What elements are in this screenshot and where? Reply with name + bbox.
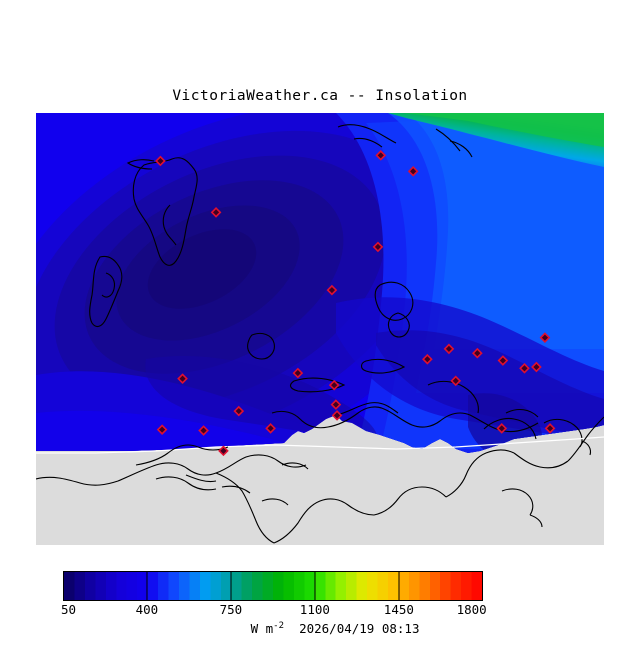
station-marker[interactable] (210, 207, 222, 218)
units-exponent: -2 (273, 621, 285, 631)
colorbar-tick-labels: 50 400 750 1100 1450 1800 (23, 602, 523, 618)
station-marker[interactable] (422, 353, 433, 365)
coastlines-in-domain (89, 124, 592, 456)
coastlines-outside-domain (36, 436, 604, 454)
insolation-field (36, 113, 604, 545)
colorbar-gradient (63, 571, 483, 601)
units-text: W m (250, 621, 274, 637)
coastlines-southern-land (36, 416, 604, 544)
colorbar-tick-label: 1450 (383, 602, 414, 617)
station-marker[interactable] (155, 155, 166, 167)
station-marker[interactable] (531, 361, 542, 373)
station-marker[interactable] (372, 241, 384, 253)
station-marker[interactable] (497, 355, 509, 366)
colorbar-tick-label: 400 (135, 602, 159, 617)
station-marker[interactable] (292, 367, 304, 379)
station-marker[interactable] (218, 445, 229, 457)
station-marker[interactable] (198, 425, 209, 436)
station-marker[interactable] (443, 343, 455, 355)
map-panel[interactable] (36, 113, 604, 545)
station-markers[interactable] (155, 150, 556, 457)
colorbar-tick-label: 750 (219, 602, 243, 617)
colorbar-tick-label: 50 (61, 602, 77, 617)
station-marker[interactable] (177, 373, 188, 385)
station-marker[interactable] (326, 284, 338, 296)
page-title: VictoriaWeather.ca -- Insolation (172, 88, 468, 104)
colorbar-tick-label: 1800 (456, 602, 487, 617)
station-marker[interactable] (539, 332, 551, 343)
station-marker[interactable] (496, 423, 508, 434)
station-marker[interactable] (544, 423, 556, 434)
station-marker[interactable] (330, 399, 342, 410)
valid-timestamp: 2026/04/19 08:13 (299, 621, 420, 637)
station-marker[interactable] (450, 375, 462, 387)
colorbar-ticks (146, 571, 400, 601)
station-marker[interactable] (472, 347, 483, 359)
station-marker[interactable] (375, 150, 387, 161)
station-marker[interactable] (265, 423, 276, 434)
station-marker[interactable] (331, 410, 343, 421)
station-marker[interactable] (156, 424, 168, 435)
station-marker[interactable] (328, 379, 340, 391)
colorbar-units-label: W m-2 2026/04/19 08:13 (0, 606, 640, 651)
station-marker[interactable] (407, 165, 419, 177)
colorbar-tick-label: 1100 (299, 602, 330, 617)
station-marker[interactable] (233, 405, 245, 417)
colorbar: 50 400 750 1100 1450 1800 (61, 571, 487, 617)
station-marker[interactable] (519, 362, 530, 374)
